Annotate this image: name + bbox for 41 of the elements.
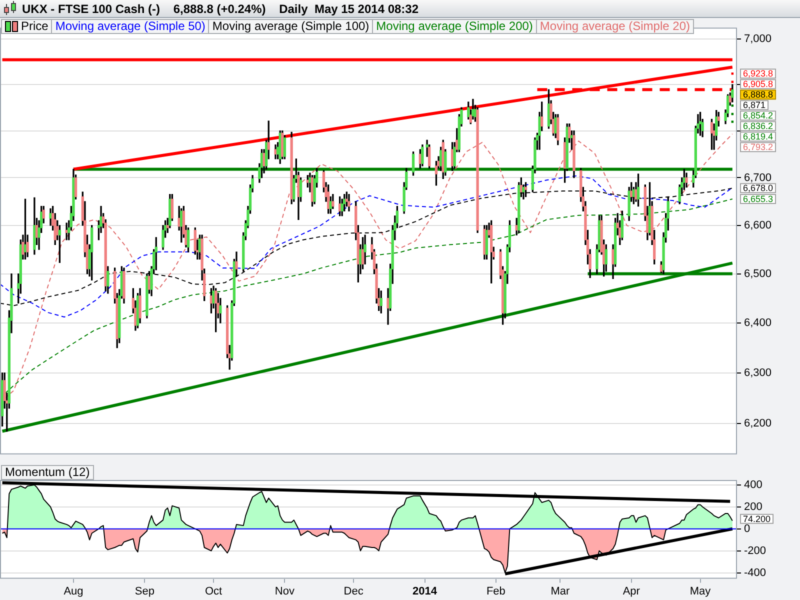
text: Moving average (Simple 100) (212, 19, 370, 33)
y-tick-label: 0 (744, 522, 750, 535)
annotation: 6,905.8 (743, 79, 774, 90)
annotation: 6,854.2 (743, 110, 774, 121)
annotation: 6,819.4 (743, 132, 774, 142)
x-tick-label: Aug (64, 585, 84, 598)
x-tick-label: May (690, 585, 712, 598)
text: Moving average (Simple 200) (376, 19, 533, 33)
y-tick-label: 6,300 (744, 366, 772, 379)
x-tick-label: Mar (550, 585, 570, 598)
y-tick-label: -200 (744, 544, 766, 557)
series-label: Momentum (12) (5, 465, 90, 479)
y-tick-label: -400 (744, 566, 766, 579)
annotation: 6,678.0 (743, 183, 774, 194)
y-tick-label: 7,000 (744, 32, 772, 45)
annotation: 6,888.8 (743, 90, 774, 100)
annotation: 6,655.3 (743, 194, 774, 204)
x-tick-label: Oct (204, 585, 222, 598)
annotation: 6,923.8 (743, 68, 774, 79)
annotation: 74.200 (743, 514, 771, 524)
y-tick-label: 400 (744, 478, 762, 491)
annotation: 6,836.2 (743, 121, 774, 132)
y-tick-label: 6,500 (744, 268, 772, 280)
x-tick-label: Dec (344, 585, 364, 598)
x-tick-label: Feb (486, 585, 506, 598)
legend-label: Price (21, 19, 48, 33)
y-tick-label: 6,700 (744, 172, 772, 184)
y-tick-label: 200 (744, 500, 762, 513)
annotation: 6,871 (743, 100, 766, 110)
x-tick-label: Sep (134, 585, 154, 598)
chart-title: UKX - FTSE 100 Cash (-) 6,888.8 (+0.24%) Daily May 15 2014 08:32 (22, 2, 419, 16)
y-tick-label: 6,600 (744, 219, 772, 232)
text: Moving average (Simple 50) (55, 19, 206, 33)
x-tick-label: Apr (622, 585, 640, 598)
y-tick-label: 6,200 (744, 418, 772, 430)
x-tick-label: 2014 (412, 585, 438, 598)
line-series (0, 175, 733, 318)
annotation: 6,793.2 (743, 142, 774, 152)
x-tick-label: Nov (274, 585, 295, 598)
y-tick-label: 6,400 (744, 316, 772, 329)
text: Moving average (Simple 20) (540, 19, 690, 33)
